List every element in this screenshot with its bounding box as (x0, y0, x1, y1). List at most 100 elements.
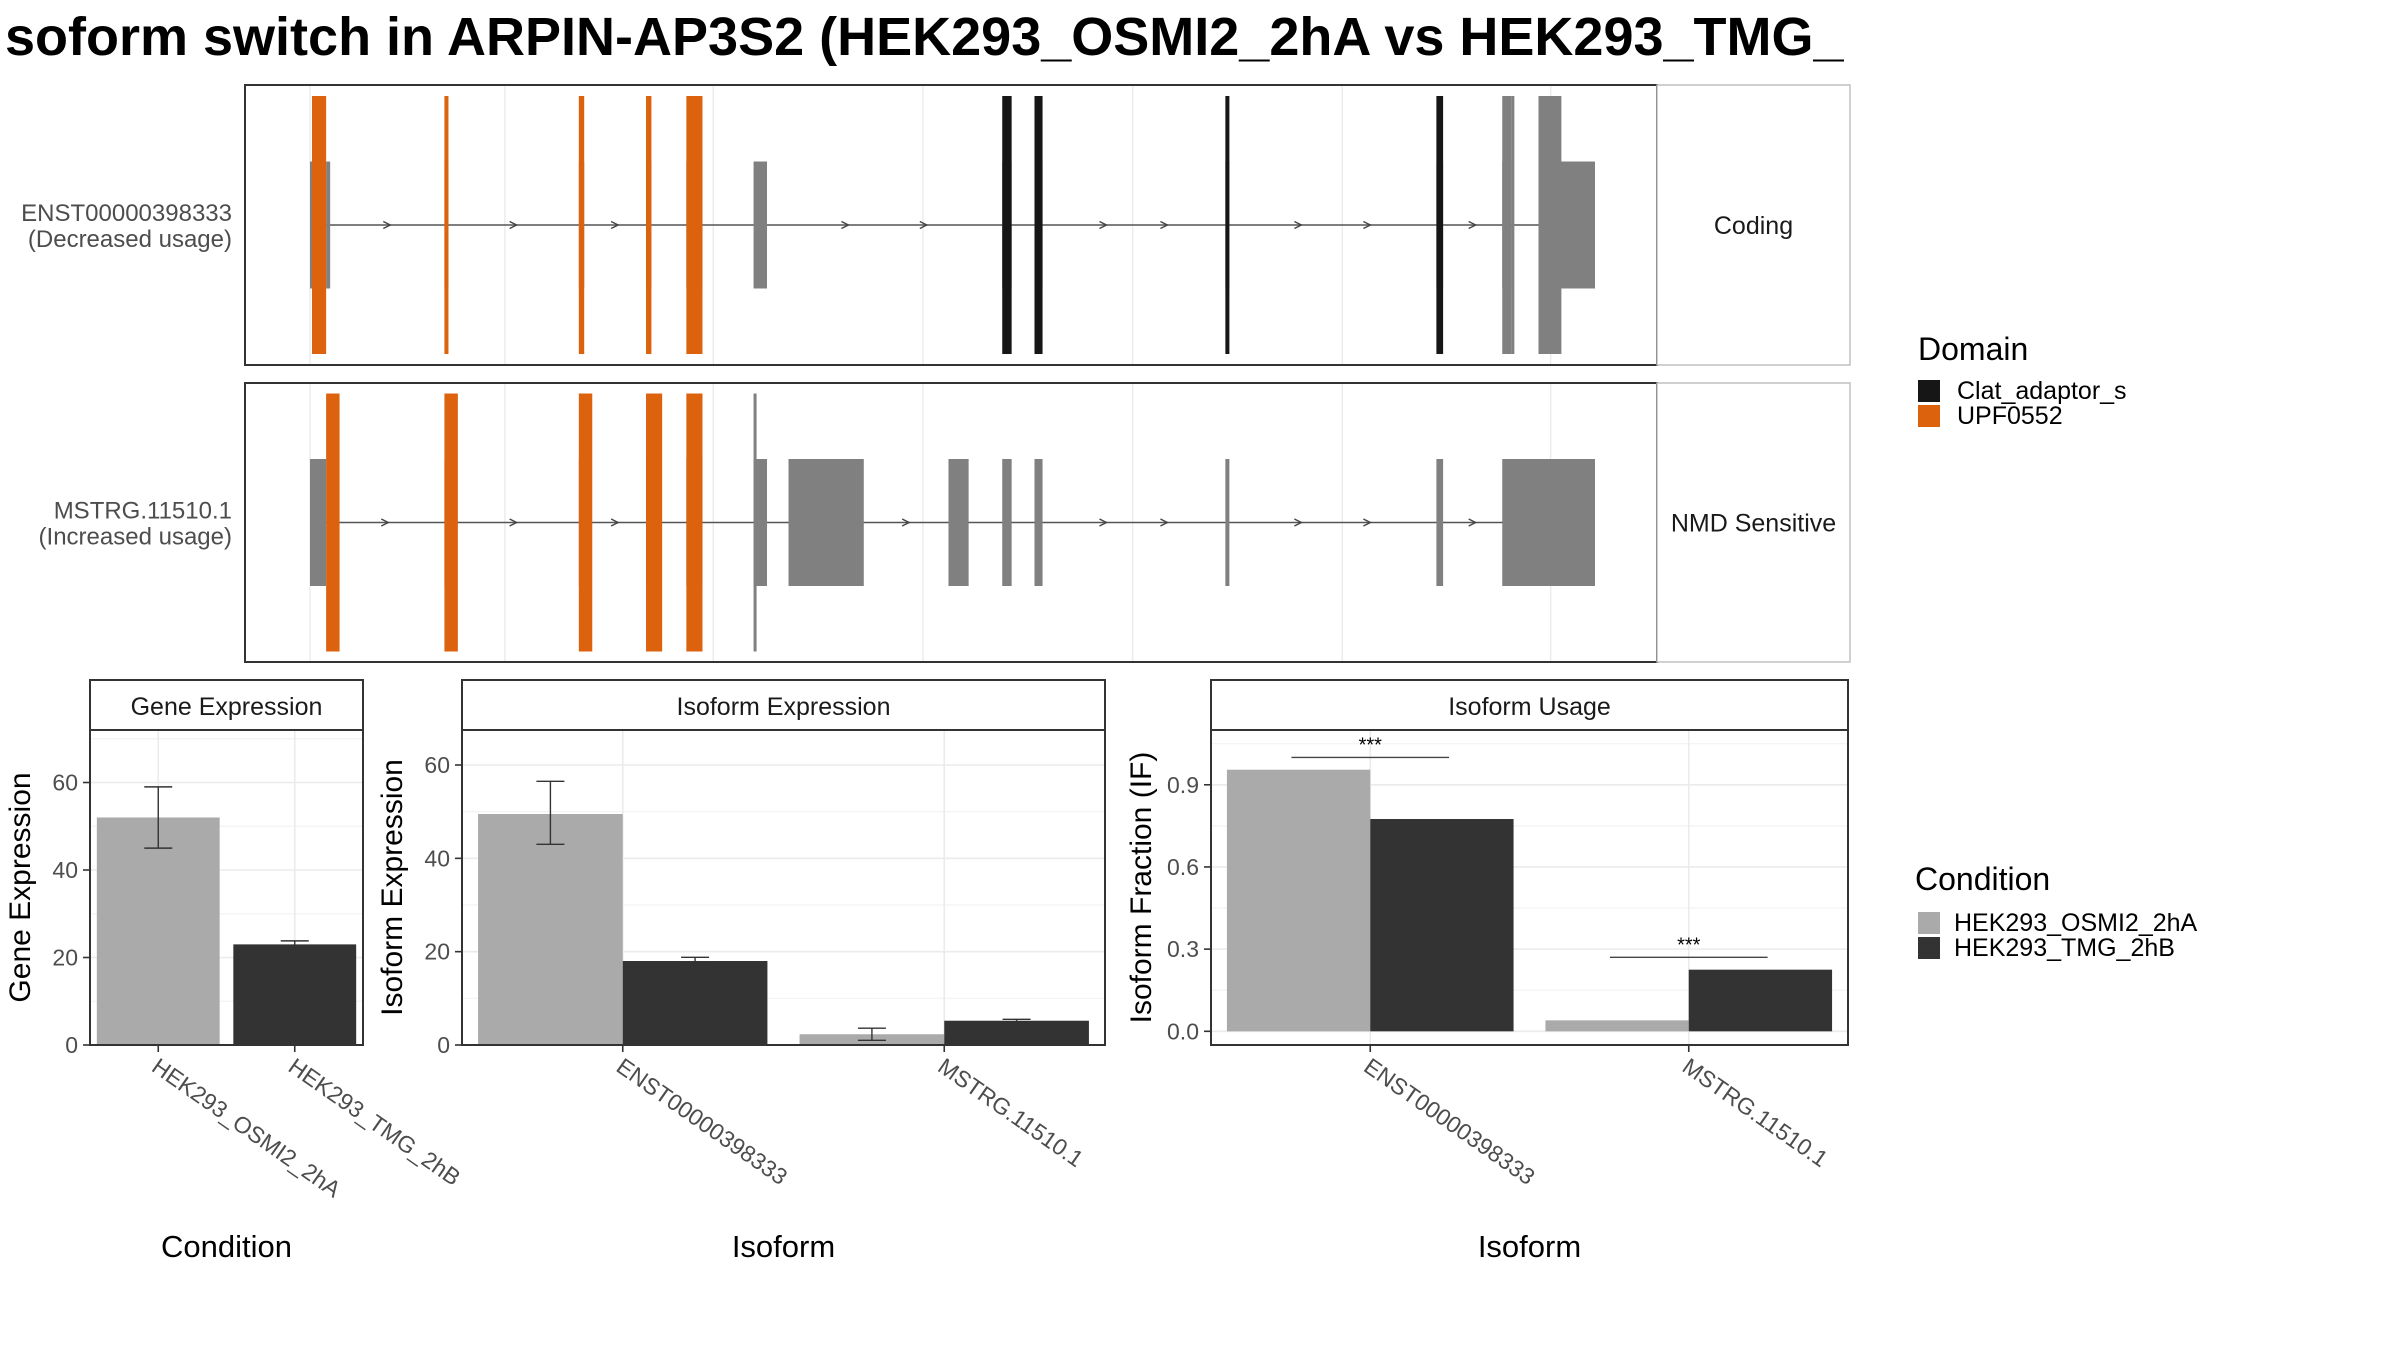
domain-segment-upf0552 (646, 393, 663, 652)
domain-legend-key (1918, 405, 1940, 427)
condition-legend-label: HEK293_OSMI2_2hA (1954, 909, 2198, 937)
panel-title: Gene Expression (131, 693, 323, 721)
domain-legend-title: Domain (1918, 331, 2028, 367)
condition-legend-key (1918, 912, 1940, 934)
cds-exon-grey (1511, 96, 1515, 354)
domain-segment-upf0552 (326, 393, 340, 652)
exon (1436, 459, 1444, 586)
bar (1545, 1020, 1689, 1032)
exon (753, 161, 768, 289)
domain-segment-upf0552 (686, 96, 703, 354)
y-tick-label: 20 (52, 945, 78, 971)
bar (96, 817, 220, 1045)
domain-legend-key (1918, 380, 1940, 402)
bar (1226, 769, 1371, 1032)
transcript-id-label: MSTRG.11510.1 (54, 498, 232, 525)
figure-title: soform switch in ARPIN-AP3S2 (HEK293_OSM… (5, 7, 1845, 67)
bar (622, 961, 768, 1045)
domain-legend-label: Clat_adaptor_s (1957, 377, 2127, 405)
domain-segment-upf0552 (578, 96, 585, 354)
intron-direction-arrow (1468, 220, 1478, 230)
intron-direction-arrow (841, 220, 850, 230)
domain-segment-clat-adaptor-s (1225, 96, 1230, 354)
significance-label: *** (1677, 934, 1701, 956)
intron-direction-arrow (1363, 220, 1372, 230)
y-tick-label: 0 (437, 1032, 450, 1058)
condition-legend-label: HEK293_TMG_2hB (1954, 934, 2175, 962)
intron-direction-arrow (380, 518, 390, 527)
category-strip (1656, 84, 1851, 366)
stop-codon-marker (753, 393, 757, 652)
y-axis-label: Gene Expression (4, 772, 37, 1002)
y-tick-label: 60 (424, 752, 450, 778)
intron-direction-arrow (1468, 518, 1478, 527)
x-axis-label: Isoform (1478, 1229, 1581, 1264)
intron-direction-arrow (1160, 518, 1169, 527)
transcript-id-label: ENST00000398333 (21, 200, 232, 227)
transcript-usage-label: (Increased usage) (39, 524, 232, 551)
y-tick-label: 40 (424, 845, 450, 871)
intron-direction-arrow (509, 220, 519, 230)
transcript-row-1: Coding ENST00000398333(Decreased usage) (21, 84, 1851, 366)
x-axis-label: Isoform (732, 1229, 835, 1264)
bar (944, 1020, 1089, 1045)
intron-direction-arrow (1294, 220, 1303, 230)
condition-legend-key (1918, 937, 1940, 959)
panel-strip (89, 679, 364, 731)
exon (1225, 459, 1230, 586)
intron-direction-arrow (382, 220, 392, 230)
y-axis-label: Isoform Expression (376, 759, 409, 1016)
condition-legend-title: Condition (1915, 861, 2050, 897)
panel-title: Isoform Expression (677, 693, 891, 721)
intron-direction-arrow (1294, 518, 1303, 527)
exon (948, 459, 969, 586)
bar (233, 944, 357, 1045)
intron-direction-arrow (610, 518, 620, 527)
intron-direction-arrow (610, 220, 620, 230)
domain-segment-upf0552 (646, 96, 652, 354)
domain-segment-upf0552 (444, 96, 449, 354)
domain-segment-upf0552 (444, 393, 458, 652)
domain-segment-clat-adaptor-s (1436, 96, 1444, 354)
utr-exon (1547, 161, 1595, 289)
intron-direction-arrow (1160, 220, 1169, 230)
domain-legend-label: UPF0552 (1957, 402, 2063, 430)
y-tick-label: 0 (65, 1032, 78, 1058)
x-axis-label: Condition (161, 1229, 292, 1264)
exon (310, 161, 313, 289)
intron-direction-arrow (509, 518, 519, 527)
domain-segment-upf0552 (686, 393, 703, 652)
exon (788, 459, 864, 586)
exon (753, 459, 768, 586)
significance-label: *** (1359, 734, 1383, 756)
y-tick-label: 0.0 (1167, 1018, 1199, 1044)
cds-exon-grey (1502, 96, 1512, 354)
category-label: NMD Sensitive (1671, 510, 1836, 538)
intron-direction-arrow (901, 518, 911, 527)
intron-direction-arrow (1099, 518, 1109, 527)
y-tick-label: 60 (52, 770, 78, 796)
panel-title: Isoform Usage (1448, 693, 1611, 721)
transcript-row-2: NMD Sensitive MSTRG.11510.1(Increased usa… (39, 382, 1851, 663)
y-tick-label: 40 (52, 857, 78, 883)
transcript-usage-label: (Decreased usage) (28, 226, 232, 253)
intron-direction-arrow (1363, 518, 1372, 527)
panel-strip (1210, 679, 1849, 731)
bar (478, 814, 623, 1045)
y-tick-label: 0.3 (1167, 936, 1199, 962)
domain-segment-upf0552 (312, 96, 327, 354)
y-axis-label: Isoform Fraction (IF) (1125, 752, 1158, 1024)
bar (1688, 969, 1833, 1032)
y-tick-label: 20 (424, 939, 450, 965)
gene-structure-panel: Coding ENST00000398333(Decreased usage) NM… (21, 84, 1851, 663)
panel-strip (461, 679, 1106, 731)
category-strip (1656, 382, 1851, 663)
exon (1502, 459, 1595, 586)
exon (326, 161, 331, 289)
exon (1034, 459, 1043, 586)
exon (1002, 459, 1012, 586)
y-tick-label: 0.9 (1167, 772, 1199, 798)
